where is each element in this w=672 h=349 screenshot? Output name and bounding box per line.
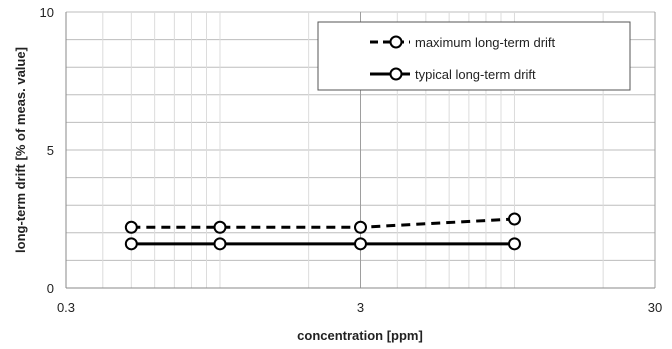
- data-series: [124, 212, 521, 251]
- legend-swatch-marker: [389, 35, 403, 49]
- x-tick-label: 30: [648, 300, 662, 315]
- series-2-point: [213, 237, 227, 251]
- legend-box: [317, 21, 631, 91]
- y-axis-title: long-term drift [% of meas. value]: [13, 47, 28, 253]
- legend-label: maximum long-term drift: [415, 35, 556, 50]
- y-tick-label: 0: [47, 281, 54, 296]
- legend-label: typical long-term drift: [415, 67, 536, 82]
- series-2-point: [124, 237, 138, 251]
- series-1-point: [213, 220, 227, 234]
- tick-labels: 0.3 3 30 0 5 10: [40, 5, 663, 315]
- series-2-point: [354, 237, 367, 251]
- y-tick-label: 10: [40, 5, 54, 20]
- series-line-1: [131, 217, 515, 229]
- x-tick-label: 3: [357, 300, 364, 315]
- x-axis-title: concentration [ppm]: [297, 328, 423, 343]
- series-1-point: [354, 220, 367, 234]
- axes: [65, 12, 655, 289]
- series-1-point: [507, 212, 521, 226]
- y-tick-label: 5: [47, 143, 54, 158]
- legend-swatch-marker: [389, 67, 403, 81]
- series-2-point: [507, 237, 521, 251]
- series-1-point: [124, 220, 138, 234]
- x-tick-label: 0.3: [57, 300, 75, 315]
- legend: maximum long-term drift typical long-term…: [317, 21, 631, 91]
